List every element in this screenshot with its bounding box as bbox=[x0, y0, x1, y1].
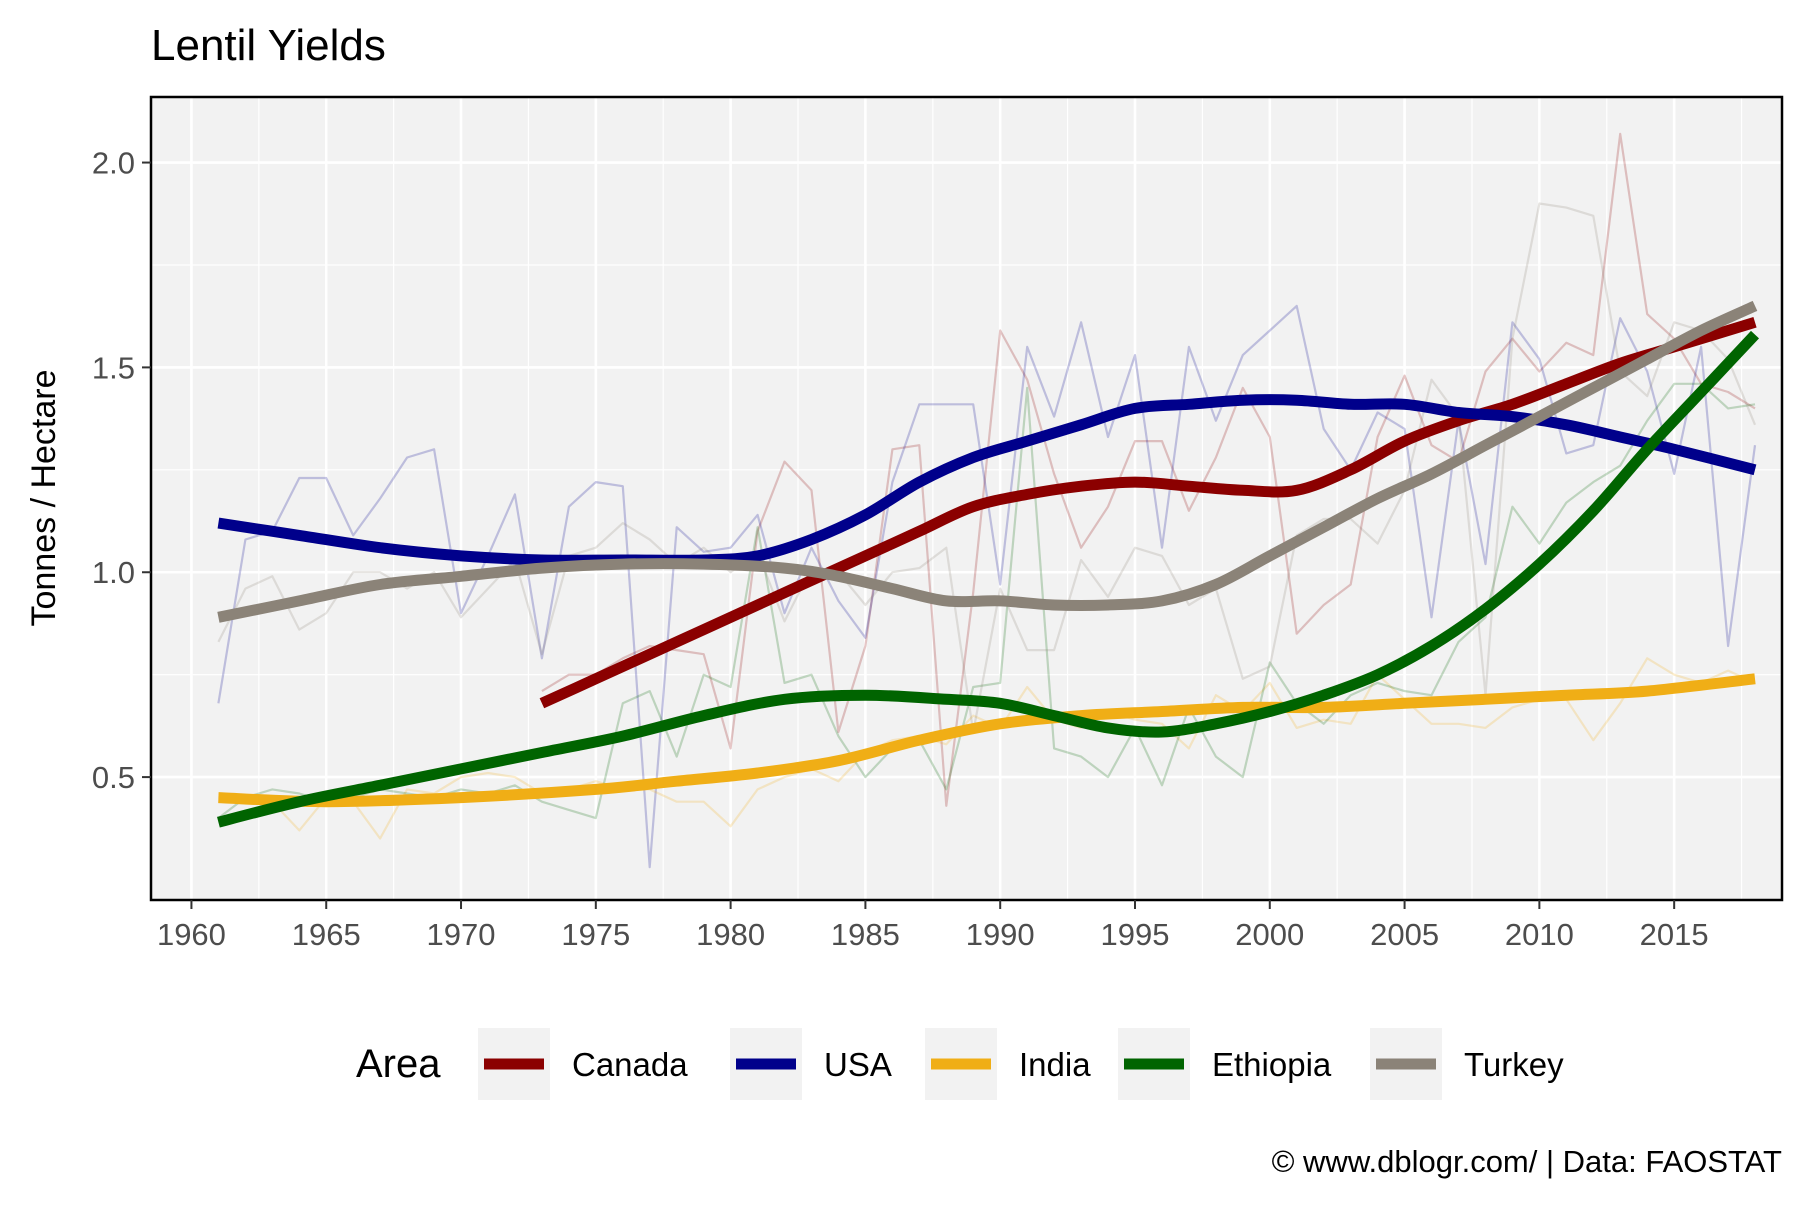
x-tick-label: 1985 bbox=[831, 917, 900, 952]
legend-label-usa: USA bbox=[824, 1046, 892, 1083]
smooth-line-usa bbox=[217, 394, 1757, 566]
x-tick-label: 1995 bbox=[1101, 917, 1170, 952]
smoothed-series-lines bbox=[217, 300, 1760, 828]
smooth-line-ethiopia bbox=[217, 330, 1760, 828]
caption: © www.dblogr.com/ | Data: FAOSTAT bbox=[1272, 1144, 1782, 1179]
x-tick-label: 1975 bbox=[561, 917, 630, 952]
x-tick-label: 2000 bbox=[1235, 917, 1304, 952]
plot-panel bbox=[151, 97, 1782, 900]
legend-title: Area bbox=[356, 1042, 441, 1086]
chart-title: Lentil Yields bbox=[151, 21, 386, 70]
plot-border bbox=[149, 95, 1784, 902]
x-tick-label: 1965 bbox=[292, 917, 361, 952]
legend-label-canada: Canada bbox=[572, 1046, 688, 1083]
axes: 1960 1965 1970 1975 1980 1985 1990 1995 2000 2005… bbox=[92, 146, 1709, 952]
y-tick-label: 1.0 bbox=[92, 555, 135, 590]
raw-line-canada bbox=[541, 132, 1756, 807]
raw-line-turkey bbox=[217, 202, 1757, 734]
y-tick-label: 2.0 bbox=[92, 146, 135, 181]
x-tick-label: 2010 bbox=[1505, 917, 1574, 952]
y-tick-label: 1.5 bbox=[92, 350, 135, 385]
legend-label-india: India bbox=[1019, 1046, 1091, 1083]
smooth-line-canada bbox=[539, 317, 1757, 709]
x-tick-label: 2015 bbox=[1640, 917, 1709, 952]
y-axis-label: Tonnes / Hectare bbox=[25, 369, 63, 626]
legend-label-ethiopia: Ethiopia bbox=[1212, 1046, 1332, 1083]
x-tick-label: 1980 bbox=[696, 917, 765, 952]
smooth-line-india bbox=[218, 673, 1756, 808]
x-tick-label: 1960 bbox=[157, 917, 226, 952]
legend: Area Canada USA India Ethiopia Turkey bbox=[356, 1028, 1564, 1100]
smooth-line-turkey bbox=[217, 300, 1758, 623]
x-tick-label: 1990 bbox=[966, 917, 1035, 952]
y-tick-label: 0.5 bbox=[92, 760, 135, 795]
x-tick-label: 1970 bbox=[427, 917, 496, 952]
x-tick-label: 2005 bbox=[1370, 917, 1439, 952]
legend-label-turkey: Turkey bbox=[1464, 1046, 1564, 1083]
